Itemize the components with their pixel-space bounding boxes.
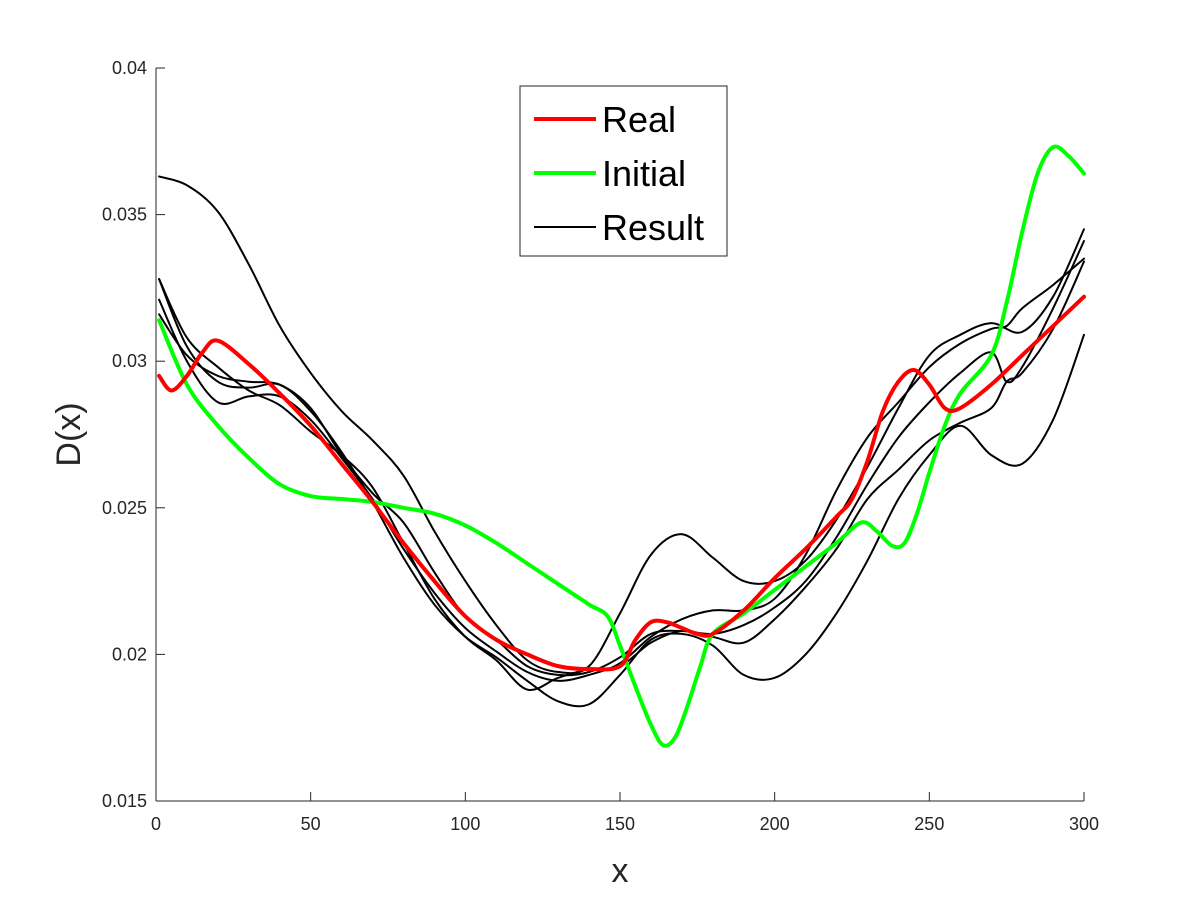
y-tick-label: 0.03 <box>112 351 147 371</box>
legend-label-initial: Initial <box>602 153 686 194</box>
y-tick-label: 0.015 <box>102 791 147 811</box>
y-axis-title: D(x) <box>50 402 88 466</box>
axis-layer: 0 50 100 150 200 250 300 0.015 0.02 0.025 0.03 0.03… <box>102 58 1099 834</box>
series-line-result-2 <box>158 175 1085 675</box>
y-tick-label: 0.02 <box>112 644 147 664</box>
x-axis-title: x <box>612 852 629 890</box>
legend: Real Initial Result <box>519 85 728 257</box>
series-line-result-4 <box>158 257 1085 682</box>
y-tick-label: 0.035 <box>102 205 147 225</box>
x-tick-label: 0 <box>151 814 161 834</box>
legend-label-result: Result <box>602 207 704 248</box>
x-tick-label: 50 <box>301 814 321 834</box>
x-tick-label: 200 <box>760 814 790 834</box>
y-tick-label: 0.04 <box>112 58 147 78</box>
x-tick-label: 100 <box>450 814 480 834</box>
series-line-result-3 <box>158 278 1085 708</box>
x-tick-label: 250 <box>914 814 944 834</box>
legend-label-real: Real <box>602 99 676 140</box>
y-tick-label: 0.025 <box>102 498 147 518</box>
series-line-real-0 <box>157 294 1086 672</box>
x-tick-label: 150 <box>605 814 635 834</box>
series-line-result-5 <box>158 239 1085 677</box>
x-tick-label: 300 <box>1069 814 1099 834</box>
legend-items: Real Initial Result <box>534 99 704 248</box>
series-layer <box>157 144 1086 748</box>
series-line-result-6 <box>158 260 1085 692</box>
